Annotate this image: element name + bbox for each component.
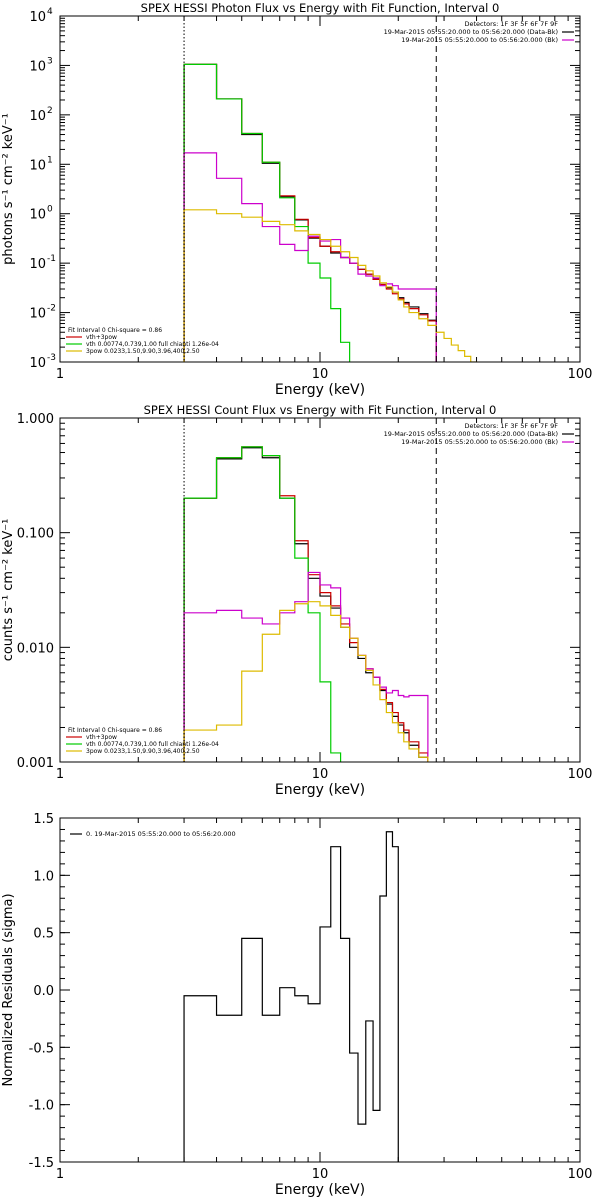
- y-tick-label: 0.001: [17, 756, 54, 771]
- y-tick-label: 1.000: [17, 412, 54, 427]
- x-tick-label: 1: [56, 1167, 64, 1182]
- y-tick-label: 10: [29, 208, 46, 223]
- series-line-3: [183, 63, 359, 362]
- header-line: 19-Mar-2015 05:55:20.000 to 05:56:20.000…: [384, 28, 558, 36]
- series-line-4: [183, 571, 429, 762]
- x-tick-label: 10: [312, 767, 329, 782]
- header-line: Detectors: 1F 3F 5F 6F 7F 9F: [464, 422, 558, 430]
- plot-frame: [59, 817, 581, 1163]
- fit-info-line: vth 0.00774,0.739,1.00 full chianti 1.26…: [86, 341, 219, 348]
- header-line: 19-Mar-2015 05:55:20.000 to 05:56:20.000…: [401, 438, 558, 446]
- series-line-1: [183, 831, 399, 1162]
- y-tick-exponent: 1: [47, 155, 53, 165]
- y-axis-label: counts s⁻¹ cm⁻² keV⁻¹: [1, 519, 16, 662]
- chart-panel-3: 1 10 100 1.5 1.0 0.5 0.0 -0.5 -1.0 -1.5 Energy (ke…: [1, 812, 592, 1198]
- x-tick-label: 100: [568, 767, 593, 782]
- x-axis-label: Energy (keV): [275, 1182, 365, 1198]
- fit-info-line: Fit Interval 0 Chi-square = 0.86: [68, 727, 162, 734]
- fit-info-line: vth 0.00774,0.739,1.00 full chianti 1.26…: [86, 741, 219, 748]
- series-group: [183, 63, 483, 362]
- fit-info-line: 3pow 0.0233,1.50,9.90,3.96,400,2.50: [86, 348, 200, 355]
- y-tick-exponent: 2: [47, 106, 53, 116]
- header-line: 19-Mar-2015 05:55:20.000 to 05:56:20.000…: [401, 36, 558, 44]
- x-tick-label: 10: [312, 1167, 329, 1182]
- y-tick-label: -1.0: [29, 1099, 54, 1114]
- y-tick-label: 10: [29, 356, 46, 371]
- header-line: Detectors: 1F 3F 5F 6F 7F 9F: [464, 20, 558, 28]
- x-tick-label: 1: [56, 367, 64, 382]
- y-tick-exponent: 3: [47, 56, 53, 66]
- series-group: [183, 446, 429, 762]
- fit-info-line: vth+3pow: [86, 334, 117, 341]
- y-tick-label: 10: [29, 158, 46, 173]
- y-tick-label: 10: [29, 10, 46, 25]
- series-line-2: [183, 446, 429, 762]
- y-tick-label: 10: [29, 59, 46, 74]
- y-tick-label: 0.0: [33, 984, 54, 999]
- fit-info-line: 3pow 0.0233,1.50,9.90,3.96,400,2.50: [86, 748, 200, 755]
- series-line-5: [183, 601, 429, 762]
- y-tick-exponent: 4: [47, 7, 53, 17]
- y-axis-label: Normalized Residuals (sigma): [1, 893, 16, 1086]
- y-tick-label: 0.5: [33, 927, 54, 942]
- plot-frame: [59, 417, 581, 763]
- x-tick-label: 100: [568, 367, 593, 382]
- chart-panel-1: SPEX HESSI Photon Flux vs Energy with Fi…: [1, 1, 592, 398]
- series-line-5: [183, 209, 483, 362]
- y-tick-label: -1.5: [29, 1156, 54, 1171]
- y-tick-label: -0.5: [29, 1041, 54, 1056]
- series-line-4: [183, 152, 437, 362]
- y-tick-label: 1.5: [33, 812, 54, 827]
- x-tick-label: 1: [56, 767, 64, 782]
- y-tick-label: 1.0: [33, 869, 54, 884]
- x-tick-label: 100: [568, 1167, 593, 1182]
- plot-frame: [59, 15, 581, 363]
- y-tick-label: 10: [29, 307, 46, 322]
- header-line: 19-Mar-2015 05:55:20.000 to 05:56:20.000…: [384, 430, 558, 438]
- y-tick-label: 0.100: [17, 527, 54, 542]
- x-axis-label: Energy (keV): [275, 382, 365, 398]
- legend-label: 0. 19-Mar-2015 05:55:20.000 to 05:56:20.…: [86, 830, 236, 838]
- y-tick-label: 10: [29, 257, 46, 272]
- chart-panel-2: SPEX HESSI Count Flux vs Energy with Fit…: [1, 403, 593, 798]
- y-tick-exponent: -1: [47, 254, 56, 264]
- x-axis-label: Energy (keV): [275, 782, 365, 798]
- series-line-1: [183, 447, 429, 762]
- chart-title: SPEX HESSI Count Flux vs Energy with Fit…: [144, 403, 497, 417]
- y-tick-label: 10: [29, 109, 46, 124]
- y-tick-exponent: 0: [47, 205, 53, 215]
- y-axis-label: photons s⁻¹ cm⁻² keV⁻¹: [1, 113, 16, 265]
- y-tick-exponent: -3: [47, 353, 56, 363]
- fit-info-line: vth+3pow: [86, 734, 117, 741]
- chart-title: SPEX HESSI Photon Flux vs Energy with Fi…: [141, 1, 500, 15]
- series-line-3: [183, 446, 351, 762]
- y-tick-label: 0.010: [17, 641, 54, 656]
- y-tick-exponent: -2: [47, 304, 56, 314]
- series-group: [183, 831, 399, 1162]
- x-tick-label: 10: [312, 367, 329, 382]
- fit-info-line: Fit Interval 0 Chi-square = 0.86: [68, 327, 162, 334]
